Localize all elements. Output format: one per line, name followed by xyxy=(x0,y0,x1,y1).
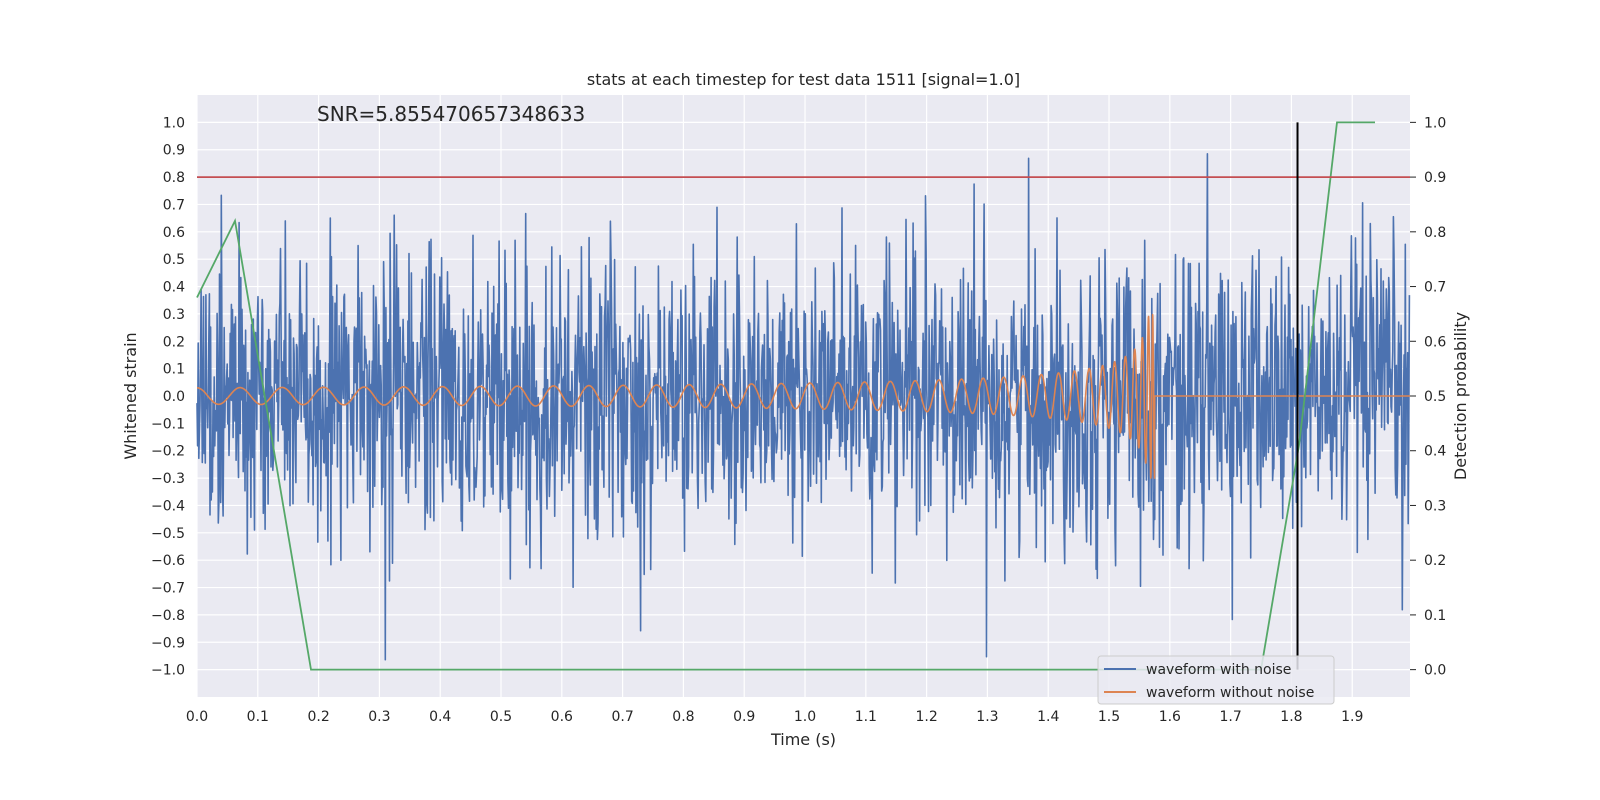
y-tick-label: 0.5 xyxy=(163,252,185,268)
y2-tick-label: 0.0 xyxy=(1424,663,1446,679)
y2-tick-label: 0.3 xyxy=(1424,498,1446,514)
legend: waveform with noise waveform without noi… xyxy=(1097,655,1335,705)
x-tick-label: 0.1 xyxy=(247,709,269,725)
x-tick-label: 1.9 xyxy=(1341,709,1363,725)
x-tick-label: 0.3 xyxy=(368,709,390,725)
y2-axis-label: Detection probability xyxy=(1451,312,1470,480)
y-tick-label: 0.0 xyxy=(163,389,185,405)
x-tick-label: 1.5 xyxy=(1098,709,1120,725)
ticks: 0.0 0.1 0.2 0.3 0.4 0.5 0.6 0.7 0.8 0.9 1.0 1.1 1.2 1… xyxy=(151,115,1446,725)
x-tick-label: 0.2 xyxy=(307,709,329,725)
x-tick-label: 1.6 xyxy=(1159,709,1181,725)
y2-tick-label: 0.4 xyxy=(1424,444,1446,460)
x-tick-label: 1.4 xyxy=(1037,709,1059,725)
x-tick-label: 0.4 xyxy=(429,709,451,725)
x-tick-label: 0.0 xyxy=(186,709,208,725)
y-tick-label: 0.7 xyxy=(163,197,185,213)
y-tick-label: −0.9 xyxy=(151,635,185,651)
legend-label-clean: waveform without noise xyxy=(1146,685,1314,701)
y2-tick-label: 0.5 xyxy=(1424,389,1446,405)
y2-tick-label: 0.7 xyxy=(1424,280,1446,296)
x-tick-label: 1.3 xyxy=(976,709,998,725)
y-tick-label: −0.6 xyxy=(151,553,185,569)
x-axis-label: Time (s) xyxy=(770,730,836,749)
y2-tick-label: 0.2 xyxy=(1424,553,1446,569)
x-tick-label: 0.8 xyxy=(672,709,694,725)
snr-annotation: SNR=5.855470657348633 xyxy=(317,102,585,126)
x-tick-label: 1.8 xyxy=(1280,709,1302,725)
y-tick-label: 0.9 xyxy=(163,143,185,159)
y-tick-label: −0.2 xyxy=(151,444,185,460)
x-tick-label: 0.5 xyxy=(490,709,512,725)
x-tick-label: 1.2 xyxy=(915,709,937,725)
x-tick-label: 1.1 xyxy=(855,709,877,725)
y-tick-label: 0.4 xyxy=(163,280,185,296)
x-tick-label: 1.7 xyxy=(1220,709,1242,725)
chart-title: stats at each timestep for test data 151… xyxy=(587,70,1020,89)
y-tick-label: −1.0 xyxy=(151,663,185,679)
y-tick-label: 0.8 xyxy=(163,170,185,186)
y2-tick-label: 0.9 xyxy=(1424,170,1446,186)
y-tick-label: −0.5 xyxy=(151,526,185,542)
x-tick-label: 0.9 xyxy=(733,709,755,725)
y-tick-label: −0.7 xyxy=(151,581,185,597)
y-tick-label: 0.2 xyxy=(163,334,185,350)
y-tick-label: 0.6 xyxy=(163,225,185,241)
x-tick-label: 0.6 xyxy=(551,709,573,725)
y2-tick-label: 0.6 xyxy=(1424,334,1446,350)
y-tick-label: 0.3 xyxy=(163,307,185,323)
y2-tick-label: 0.8 xyxy=(1424,225,1446,241)
y2-tick-label: 1.0 xyxy=(1424,115,1446,131)
y-tick-label: −0.4 xyxy=(151,498,185,514)
legend-box xyxy=(1097,655,1335,705)
series-layer xyxy=(196,121,1411,671)
x-tick-label: 0.7 xyxy=(611,709,633,725)
y-tick-label: −0.8 xyxy=(151,608,185,624)
y-tick-label: −0.1 xyxy=(151,416,185,432)
y2-tick-label: 0.1 xyxy=(1424,608,1446,624)
legend-label-noise: waveform with noise xyxy=(1146,662,1291,678)
x-tick-label: 1.0 xyxy=(794,709,816,725)
series-waveform-without-noise xyxy=(196,313,1411,479)
series-waveform-with-noise xyxy=(196,153,1411,661)
y-tick-label: 1.0 xyxy=(163,115,185,131)
y-axis-label: Whitened strain xyxy=(121,332,140,459)
y-tick-label: −0.3 xyxy=(151,471,185,487)
y-tick-label: 0.1 xyxy=(163,362,185,378)
series-detection-probability xyxy=(196,121,1375,671)
reference-lines xyxy=(197,122,1410,670)
